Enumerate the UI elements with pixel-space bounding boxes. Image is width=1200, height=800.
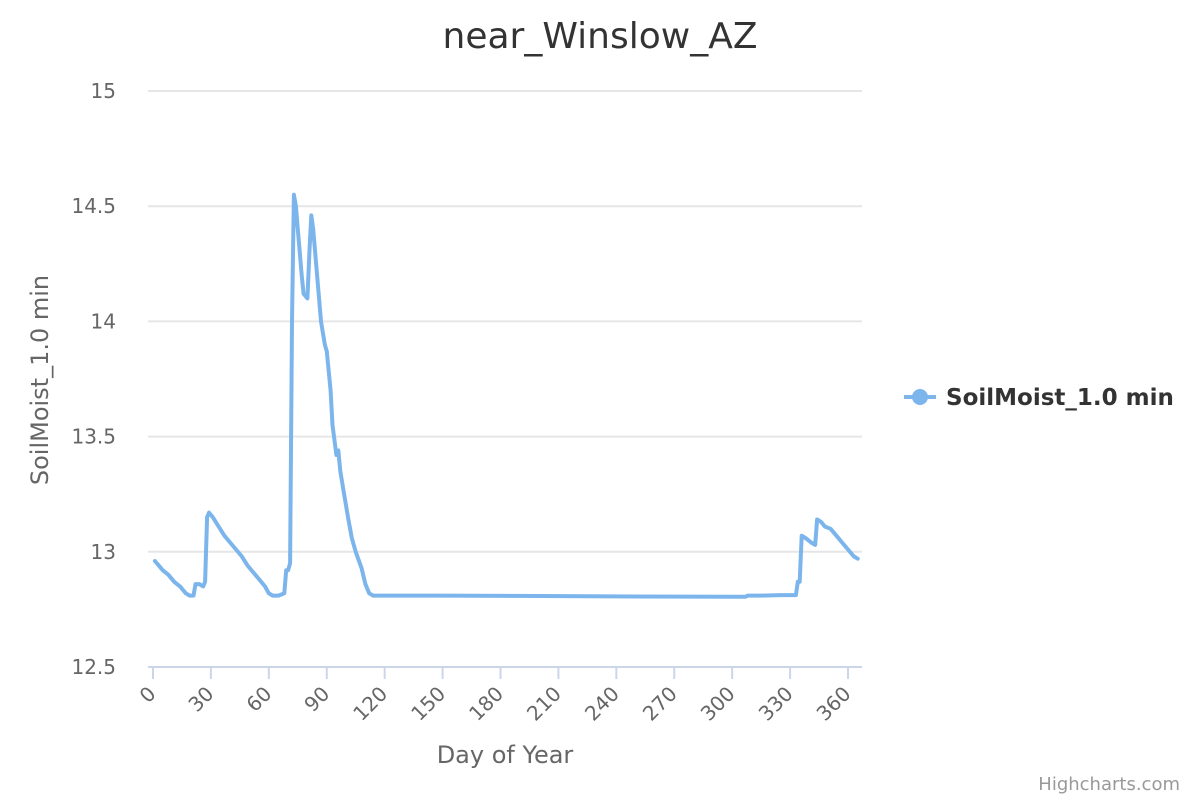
legend-marker-icon [912, 389, 928, 405]
x-tick-label: 60 [241, 682, 276, 717]
y-axis-title: SoilMoist_1.0 min [26, 275, 54, 485]
y-tick-label: 13.5 [71, 425, 116, 449]
legend[interactable]: SoilMoist_1.0 min [904, 385, 1174, 411]
y-tick-label: 14 [91, 309, 116, 333]
x-tick-label: 300 [696, 682, 740, 726]
x-tick-label: 330 [754, 682, 798, 726]
y-tick-label: 15 [91, 79, 116, 103]
x-tick-label: 0 [135, 682, 161, 708]
x-tick-label: 150 [406, 682, 450, 726]
series-group [152, 192, 860, 599]
x-axis: 0 30 60 90 120 150 180 210 240 270 300 330 360 [135, 666, 862, 726]
chart-title: near_Winslow_AZ [443, 16, 758, 57]
x-tick-label: 240 [580, 682, 624, 726]
x-tick-label: 120 [348, 682, 392, 726]
x-tick-label: 90 [299, 682, 334, 717]
x-tick-label: 360 [812, 682, 856, 726]
credits-link[interactable]: Highcharts.com [1038, 774, 1180, 795]
x-tick-label: 210 [522, 682, 566, 726]
y-axis-ticks: 12.5 13 13.5 14 14.5 15 [71, 79, 116, 679]
legend-label: SoilMoist_1.0 min [946, 385, 1174, 411]
y-tick-label: 13 [91, 540, 116, 564]
x-tick-label: 180 [464, 682, 508, 726]
y-tick-label: 14.5 [71, 194, 116, 218]
x-tick-label: 30 [183, 682, 218, 717]
y-tick-label: 12.5 [71, 655, 116, 679]
series-line[interactable] [152, 192, 860, 599]
x-tick-label: 270 [638, 682, 682, 726]
x-axis-title: Day of Year [437, 741, 574, 769]
grid-lines [148, 90, 862, 553]
